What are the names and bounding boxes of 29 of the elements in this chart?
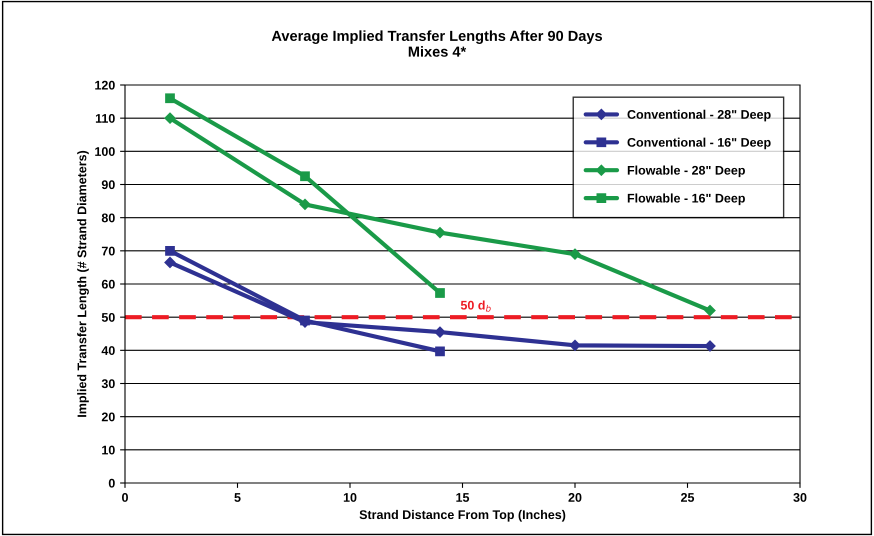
- x-tick-label: 15: [456, 493, 470, 502]
- x-tick-label: 0: [122, 493, 128, 502]
- y-tick-label: 50: [102, 312, 115, 322]
- legend-label: Conventional - 16" Deep: [628, 138, 771, 150]
- legend-label: Flowable - 16" Deep: [628, 193, 745, 206]
- y-tick-label: 100: [95, 147, 115, 156]
- y-tick-label: 110: [96, 114, 115, 123]
- y-tick-label: 60: [102, 280, 115, 289]
- y-tick-label: 80: [102, 213, 115, 222]
- x-tick-label: 5: [234, 493, 241, 502]
- x-axis-title: Strand Distance From Top (Inches): [359, 510, 566, 522]
- chart-title: Average Implied Transfer Lengths After 90 Days: [272, 30, 602, 44]
- chart-subtitle: Mixes 4*: [408, 46, 466, 57]
- legend-label: Flowable - 28" Deep: [628, 166, 745, 178]
- x-tick-label: 30: [793, 493, 806, 502]
- legend-label: Conventional - 28" Deep: [628, 110, 771, 122]
- y-tick-label: 120: [95, 80, 115, 90]
- y-tick-label: 0: [108, 478, 115, 488]
- x-tick-label: 10: [344, 493, 356, 502]
- y-tick-label: 90: [102, 180, 115, 190]
- y-tick-label: 20: [102, 412, 115, 422]
- x-tick-label: 25: [680, 493, 694, 502]
- y-tick-label: 70: [102, 246, 115, 256]
- ref-line-label: 50 d$_{b}$: [460, 300, 491, 312]
- y-tick-label: 10: [102, 446, 115, 454]
- y-tick-label: 30: [102, 379, 115, 388]
- x-tick-label: 20: [568, 493, 582, 502]
- y-tick-label: 40: [102, 346, 115, 355]
- y-axis-title: Implied Transfer Length (# Strand Diameters): [77, 150, 89, 417]
